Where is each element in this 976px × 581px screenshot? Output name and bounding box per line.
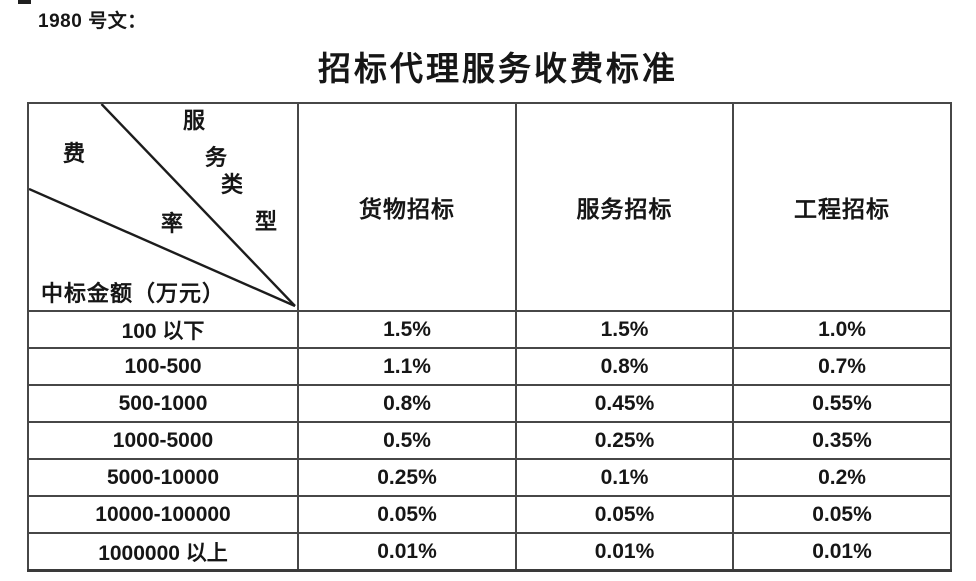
fee-rate-value: 1.5% (515, 310, 734, 349)
scan-artifact-mark (18, 0, 31, 4)
page-title: 招标代理服务收费标准 (318, 52, 678, 88)
doc-number-suffix: 号文： (88, 11, 147, 32)
bid-amount-range: 1000000 以上 (27, 532, 299, 572)
diagonal-divider-lines (29, 104, 296, 308)
fee-rate-value: 0.35% (732, 421, 952, 460)
corner-label-service-type-char: 型 (255, 209, 278, 234)
column-header-goods: 货物招标 (297, 102, 517, 312)
corner-label-service-type-char: 服 (183, 108, 206, 133)
fee-rate-value: 0.7% (732, 347, 952, 386)
fee-rate-value: 0.45% (515, 384, 734, 423)
fee-rate-value: 0.55% (732, 384, 952, 423)
corner-label-bid-amount: 中标金额（万元） (41, 281, 226, 306)
table-row: 5000-10000 0.25% 0.1% 0.2% (27, 458, 952, 497)
corner-cell-content: 服 务 类 型 费 率 中标金额（万元） (29, 104, 297, 310)
fee-standard-table: 服 务 类 型 费 率 中标金额（万元） 货物招标 服务招标 工程招标 100 … (27, 102, 952, 572)
table-row: 1000000 以上 0.01% 0.01% 0.01% (27, 532, 952, 572)
fee-rate-value: 0.8% (297, 384, 517, 423)
table-row: 100-500 1.1% 0.8% 0.7% (27, 347, 952, 386)
table-row: 100 以下 1.5% 1.5% 1.0% (27, 310, 952, 349)
corner-label-service-type-char: 类 (221, 172, 244, 197)
bid-amount-range: 100-500 (27, 347, 299, 386)
doc-number-value: 1980 (38, 11, 83, 32)
fee-rate-value: 1.1% (297, 347, 517, 386)
column-header-service: 服务招标 (515, 102, 734, 312)
bid-amount-range: 10000-100000 (27, 495, 299, 534)
fee-rate-value: 0.05% (732, 495, 952, 534)
fee-rate-value: 0.01% (515, 532, 734, 572)
table-corner-cell: 服 务 类 型 费 率 中标金额（万元） (27, 102, 299, 312)
fee-rate-value: 0.01% (297, 532, 517, 572)
fee-rate-value: 0.05% (515, 495, 734, 534)
fee-rate-value: 0.2% (732, 458, 952, 497)
fee-rate-value: 0.8% (515, 347, 734, 386)
column-header-engineering: 工程招标 (732, 102, 952, 312)
table-header-row: 服 务 类 型 费 率 中标金额（万元） 货物招标 服务招标 工程招标 (27, 102, 952, 312)
corner-label-fee-rate-char: 费 (63, 141, 86, 166)
fee-rate-value: 0.1% (515, 458, 734, 497)
fee-rate-value: 1.5% (297, 310, 517, 349)
fee-rate-value: 0.01% (732, 532, 952, 572)
fee-rate-value: 0.5% (297, 421, 517, 460)
corner-label-service-type-char: 务 (205, 145, 228, 170)
bid-amount-range: 1000-5000 (27, 421, 299, 460)
bid-amount-range: 100 以下 (27, 310, 299, 349)
fee-rate-value: 0.25% (297, 458, 517, 497)
table-row: 1000-5000 0.5% 0.25% 0.35% (27, 421, 952, 460)
corner-label-fee-rate-char: 率 (161, 211, 184, 236)
bid-amount-range: 500-1000 (27, 384, 299, 423)
fee-rate-value: 0.25% (515, 421, 734, 460)
doc-number: 1980 号文： (38, 6, 147, 33)
table-row: 10000-100000 0.05% 0.05% 0.05% (27, 495, 952, 534)
fee-rate-value: 1.0% (732, 310, 952, 349)
table-row: 500-1000 0.8% 0.45% 0.55% (27, 384, 952, 423)
bid-amount-range: 5000-10000 (27, 458, 299, 497)
fee-rate-value: 0.05% (297, 495, 517, 534)
